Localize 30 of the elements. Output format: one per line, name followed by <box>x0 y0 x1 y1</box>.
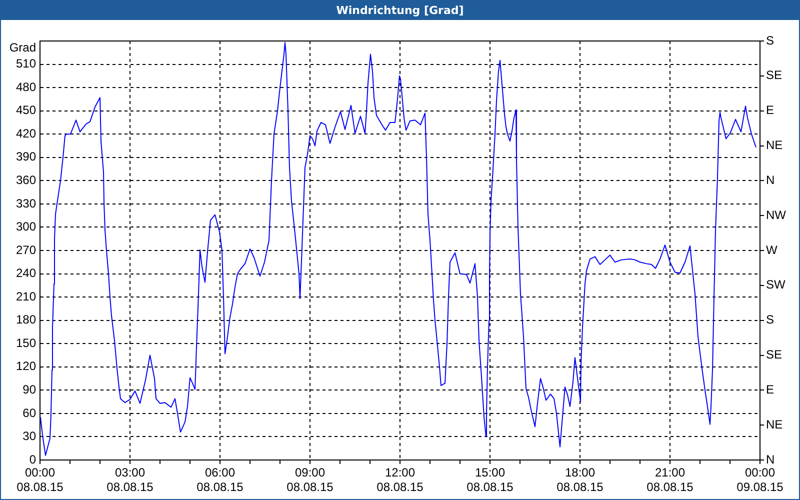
chart-title: Windrichtung [Grad] <box>336 4 464 17</box>
y-axis-title: Grad <box>9 40 36 54</box>
x-tick-label: 00:00 08.08.15 <box>16 466 64 494</box>
y-tick-label: 0 <box>29 452 36 466</box>
y-tick-label: 180 <box>16 312 36 327</box>
y-tick-label: 420 <box>16 126 36 140</box>
y-tick-label: 60 <box>22 406 36 420</box>
y-tick-label: 240 <box>16 266 36 280</box>
y-tick-label: 390 <box>16 150 36 164</box>
x-tick-label: 18:00 08.08.15 <box>556 466 604 494</box>
y-tick-label: 120 <box>16 359 36 374</box>
x-tick-label: 00:00 09.08.15 <box>736 466 784 494</box>
y-tick-label: 210 <box>16 289 36 304</box>
y-tick-label: 480 <box>16 80 36 94</box>
y-tick-label: 330 <box>16 196 36 210</box>
y-tick-label: 300 <box>16 220 36 234</box>
x-tick-label: 21:00 08.08.15 <box>646 466 694 494</box>
x-tick-label: 06:00 08.08.15 <box>196 466 244 494</box>
y-tick-label: 90 <box>22 382 36 396</box>
y-tick-label: 360 <box>16 172 36 187</box>
x-tick-label: 03:00 08.08.15 <box>106 466 154 494</box>
y-tick-label: 450 <box>16 103 36 118</box>
x-tick-label: 12:00 08.08.15 <box>376 466 424 494</box>
header-bar: Windrichtung [Grad] <box>1 1 799 20</box>
y-tick-label: 30 <box>22 429 36 444</box>
y-tick-label: 270 <box>16 242 36 257</box>
y-tick-label: 510 <box>16 56 36 71</box>
x-tick-label: 15:00 08.08.15 <box>466 466 514 494</box>
x-tick-label: 09:00 08.08.15 <box>286 466 334 494</box>
y-tick-label: 150 <box>16 336 36 350</box>
